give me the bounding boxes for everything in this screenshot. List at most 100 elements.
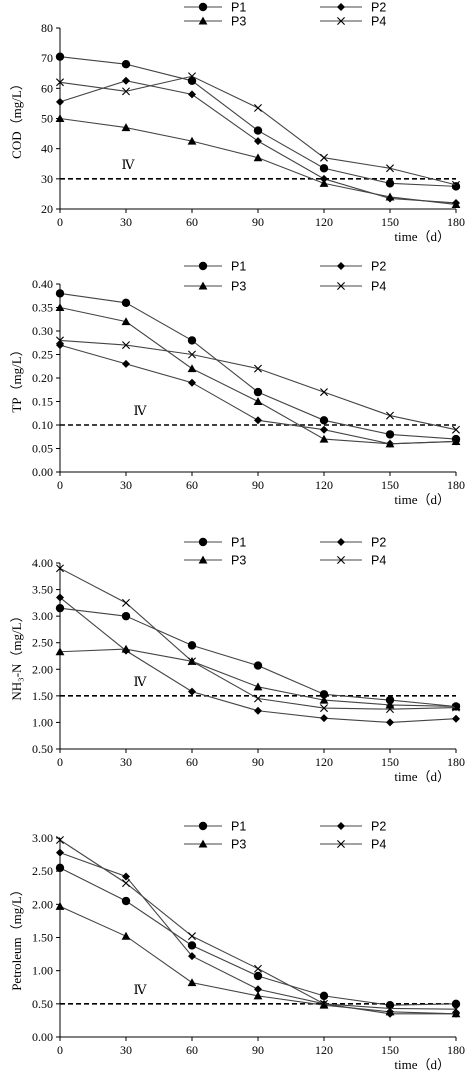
x-tick-label: 60 — [186, 755, 198, 769]
series-P1 — [55, 603, 461, 711]
data-point — [319, 178, 329, 187]
data-point — [188, 90, 196, 99]
x-tick-label: 90 — [252, 215, 264, 229]
y-tick-label: 0.25 — [32, 348, 53, 362]
legend-label: P4 — [371, 554, 386, 568]
data-point — [121, 644, 131, 653]
legend-label: P2 — [371, 260, 386, 274]
series-P2 — [56, 593, 460, 727]
data-point — [253, 971, 263, 981]
data-point — [452, 180, 460, 189]
data-point — [55, 603, 65, 613]
series-P4 — [56, 564, 460, 714]
series-line — [59, 867, 457, 1006]
data-point — [188, 350, 196, 359]
legend-marker — [337, 556, 345, 564]
x-tick-label: 0 — [57, 478, 63, 492]
data-point — [55, 52, 65, 61]
legend-label: P3 — [231, 15, 246, 29]
x-tick-label: 0 — [57, 1043, 63, 1057]
y-tick-label: 0.50 — [32, 997, 53, 1011]
data-point — [385, 430, 395, 439]
legend-entry: P1 — [184, 1, 246, 15]
data-point — [121, 123, 131, 132]
y-tick-label: 70 — [41, 51, 53, 65]
data-point — [188, 72, 196, 81]
y-tick-label: 2.00 — [32, 662, 53, 676]
x-tick-label: 90 — [252, 755, 264, 769]
legend-marker — [337, 3, 345, 11]
legend-label: P1 — [231, 1, 246, 15]
data-point — [122, 76, 130, 85]
legend-label: P2 — [371, 536, 386, 550]
legend-label: P1 — [231, 536, 246, 550]
x-tick-label: 0 — [57, 215, 63, 229]
legend-entry: P1 — [184, 260, 246, 274]
legend-label: P1 — [231, 820, 246, 834]
legend-marker — [337, 17, 345, 25]
x-tick-label: 150 — [381, 478, 399, 492]
data-point — [386, 1004, 394, 1013]
legend-entry: P2 — [320, 260, 386, 274]
data-point — [385, 1000, 395, 1010]
data-point — [451, 1009, 461, 1018]
legend-label: P1 — [231, 260, 246, 274]
series-P1 — [55, 52, 461, 191]
series-line — [59, 597, 457, 723]
chart-panel-3: 0.50 1.00 1.50 2.00 2.50 3.00 3.50 4.00 0 30 60 90 1… — [9, 536, 465, 785]
legend-marker — [198, 16, 208, 25]
data-point — [121, 59, 131, 69]
data-point — [122, 598, 130, 607]
x-tick-label: 30 — [120, 1043, 132, 1057]
legend-entry: P1 — [184, 536, 246, 550]
y-tick-label: 3.50 — [32, 583, 53, 597]
data-point — [451, 437, 461, 445]
reference-line-label: Ⅳ — [122, 157, 136, 172]
data-point — [187, 336, 197, 345]
data-point — [319, 164, 329, 173]
x-axis-label: time（d） — [394, 229, 450, 244]
data-point — [386, 164, 394, 173]
y-tick-label: 40 — [41, 142, 53, 156]
legend-label: P3 — [231, 554, 246, 568]
data-point — [386, 705, 394, 714]
data-point — [188, 687, 196, 696]
legend-label: P4 — [371, 280, 386, 294]
data-point — [121, 611, 131, 621]
y-axis-label: Petroleum（mg/L） — [9, 883, 24, 991]
data-point — [253, 126, 263, 135]
data-point — [452, 703, 460, 712]
x-tick-label: 90 — [252, 1043, 264, 1057]
data-point — [253, 397, 263, 406]
y-tick-label: 30 — [41, 172, 53, 186]
x-tick-label: 30 — [120, 755, 132, 769]
data-point — [452, 1005, 460, 1014]
data-point — [253, 682, 263, 691]
legend-entry: P3 — [184, 838, 246, 852]
data-point — [319, 695, 329, 704]
data-point — [320, 174, 328, 183]
x-tick-label: 60 — [186, 1043, 198, 1057]
series-P4 — [56, 336, 460, 434]
data-point — [385, 695, 395, 705]
x-axis-label: time（d） — [394, 1057, 450, 1072]
y-tick-label: 3.00 — [32, 831, 53, 845]
data-point — [187, 941, 197, 950]
legend-marker — [198, 821, 208, 831]
legend-entry: P4 — [320, 280, 386, 294]
legend-marker — [337, 822, 345, 830]
legend-marker — [337, 262, 345, 270]
y-tick-label: 20 — [41, 202, 53, 216]
data-point — [55, 114, 65, 123]
reference-line-label: Ⅳ — [134, 982, 148, 997]
legend-marker — [337, 282, 345, 290]
data-point — [122, 341, 130, 350]
legend-label: P4 — [371, 838, 386, 852]
series-P3 — [55, 114, 461, 208]
x-tick-label: 180 — [447, 478, 465, 492]
y-tick-label: 0.15 — [32, 395, 53, 409]
data-point — [56, 564, 64, 573]
legend-marker — [198, 261, 208, 271]
